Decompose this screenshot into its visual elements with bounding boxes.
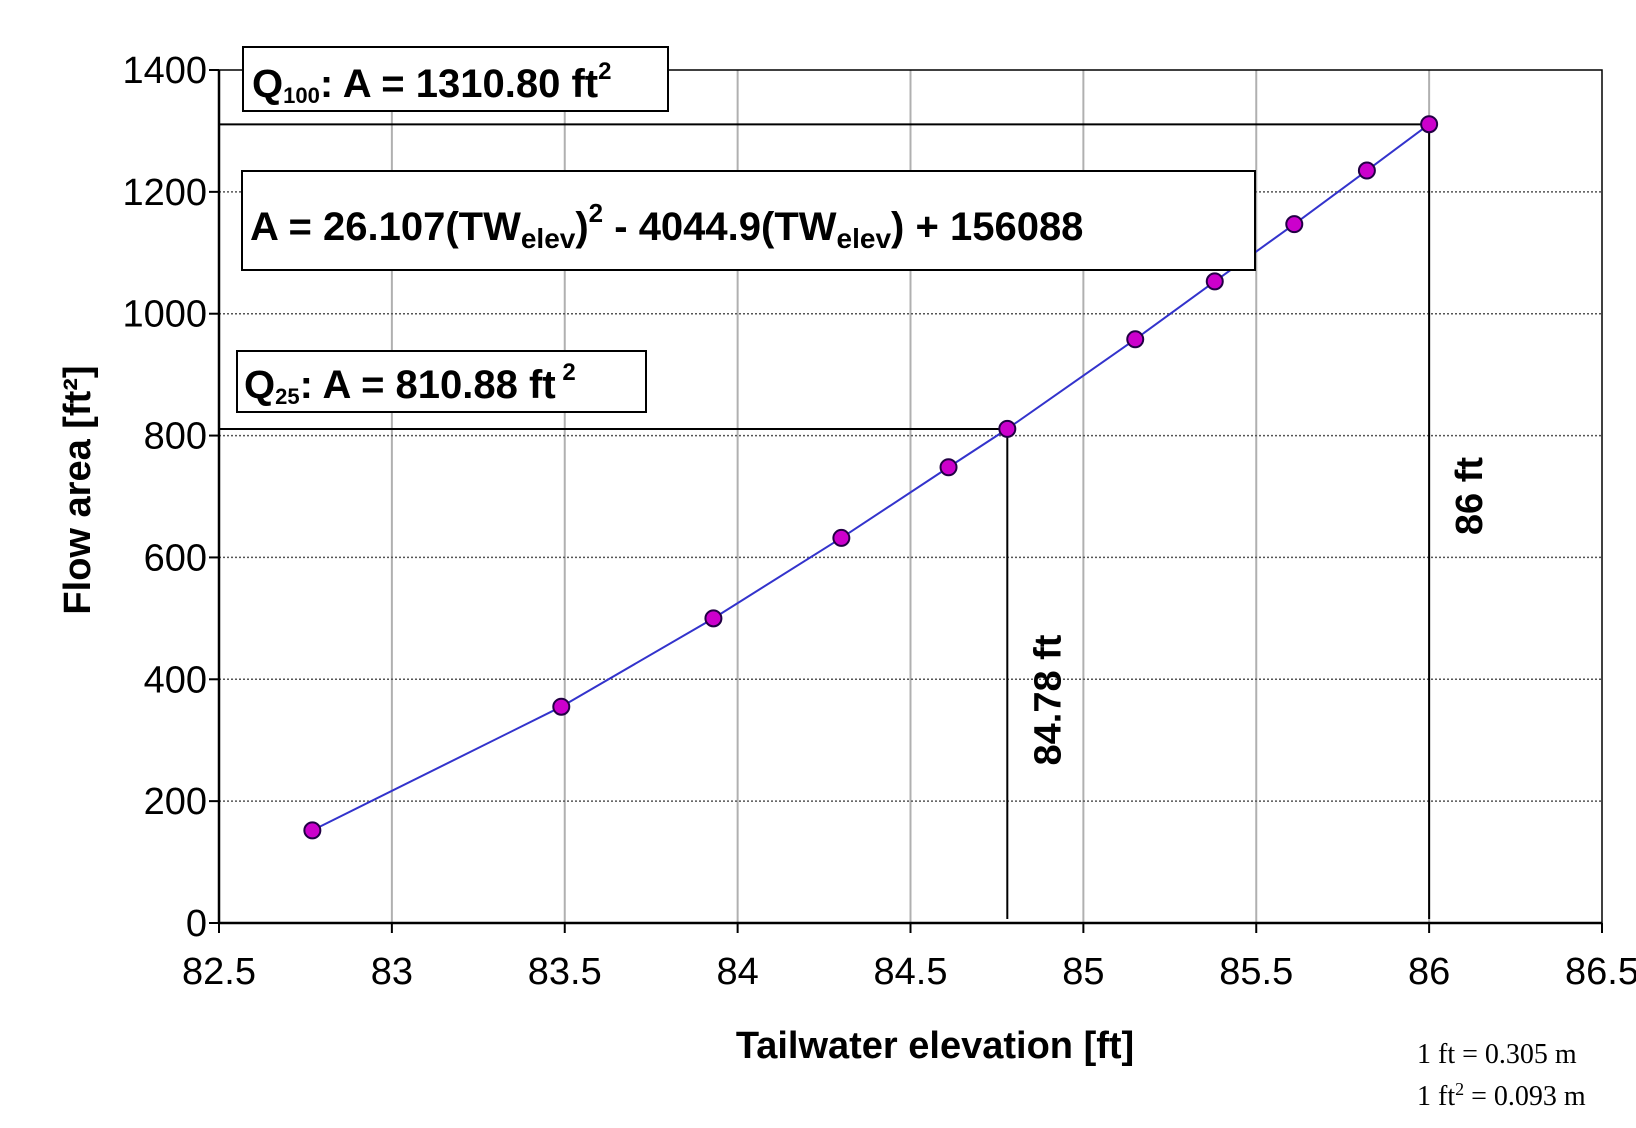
y-tick-label: 0	[186, 903, 207, 945]
y-tick-label: 400	[144, 659, 207, 701]
equation-part-2: )	[575, 205, 588, 249]
y-axis-title: Flow area [ft²]	[57, 365, 99, 614]
q100-superscript: 2	[598, 58, 611, 85]
reference-lines: 84.78 ft 86 ft	[219, 123, 1491, 919]
x-tick-label: 85	[1062, 951, 1104, 993]
data-series	[303, 115, 1439, 840]
x-tick-label: 83	[371, 951, 413, 993]
data-point	[939, 458, 958, 477]
x-tick-label: 86.5	[1565, 951, 1636, 993]
data-point	[1205, 272, 1224, 291]
equation-sub-2: elev	[837, 223, 892, 254]
q25-subscript: 25	[275, 384, 299, 409]
x-tick-label: 84	[716, 951, 758, 993]
data-point	[1126, 330, 1145, 349]
x-tick-label: 82.5	[182, 951, 256, 993]
reference-label: 86 ft	[1449, 457, 1491, 535]
y-tick-label: 200	[144, 781, 207, 823]
q25-superscript: 2	[556, 359, 576, 386]
x-tick-label: 85.5	[1219, 951, 1293, 993]
x-tick-label: 84.5	[874, 951, 948, 993]
equation-part-3: - 4044.9(TW	[603, 205, 837, 249]
q25-symbol: Q	[244, 363, 275, 407]
y-tick-label: 1000	[122, 294, 207, 336]
q100-annotation: Q100: A = 1310.80 ft2	[242, 46, 669, 112]
data-point	[704, 609, 723, 628]
data-point	[1357, 161, 1376, 180]
y-tick-label: 1200	[122, 172, 207, 214]
data-point	[1420, 115, 1439, 134]
equation-part-4: ) + 156088	[891, 205, 1083, 249]
svg-text:Q25: A = 810.88 ft 2: Q25: A = 810.88 ft 2	[244, 359, 576, 409]
q100-subscript: 100	[283, 83, 320, 108]
equation-part-1: A = 26.107(TW	[250, 205, 521, 249]
data-point	[998, 419, 1017, 438]
data-point	[303, 821, 322, 840]
x-tick-label: 86	[1408, 951, 1450, 993]
y-tick-label: 800	[144, 416, 207, 458]
equation-superscript: 2	[589, 198, 603, 228]
q25-value: : A = 810.88 ft	[300, 363, 556, 407]
units-note-area: 1 ft2 = 0.093 m	[1417, 1079, 1586, 1112]
x-tick-label: 83.5	[528, 951, 602, 993]
y-tick-label: 600	[144, 537, 207, 579]
q100-value: : A = 1310.80 ft	[320, 62, 598, 106]
equation-sub-1: elev	[521, 223, 576, 254]
data-point	[552, 697, 571, 716]
reference-label: 84.78 ft	[1027, 634, 1069, 765]
axes: 82.5 83 83.5 84 84.5 85 85.5 86 86.5 0 200 400 600 80…	[122, 50, 1636, 993]
svg-text:Q100: A = 1310.80 ft2: Q100: A = 1310.80 ft2	[252, 58, 611, 108]
svg-text:A = 26.107(TWelev)2 - 4044.9(T: A = 26.107(TWelev)2 - 4044.9(TWelev) + 1…	[250, 198, 1083, 254]
x-axis-title: Tailwater elevation [ft]	[736, 1025, 1134, 1067]
q100-symbol: Q	[252, 62, 283, 106]
units-note-length: 1 ft = 0.305 m	[1417, 1039, 1577, 1070]
data-point	[1285, 215, 1304, 234]
q25-annotation: Q25: A = 810.88 ft 2	[236, 350, 647, 413]
equation-annotation: A = 26.107(TWelev)2 - 4044.9(TWelev) + 1…	[241, 170, 1256, 271]
data-point	[832, 528, 851, 547]
y-tick-label: 1400	[122, 50, 207, 92]
